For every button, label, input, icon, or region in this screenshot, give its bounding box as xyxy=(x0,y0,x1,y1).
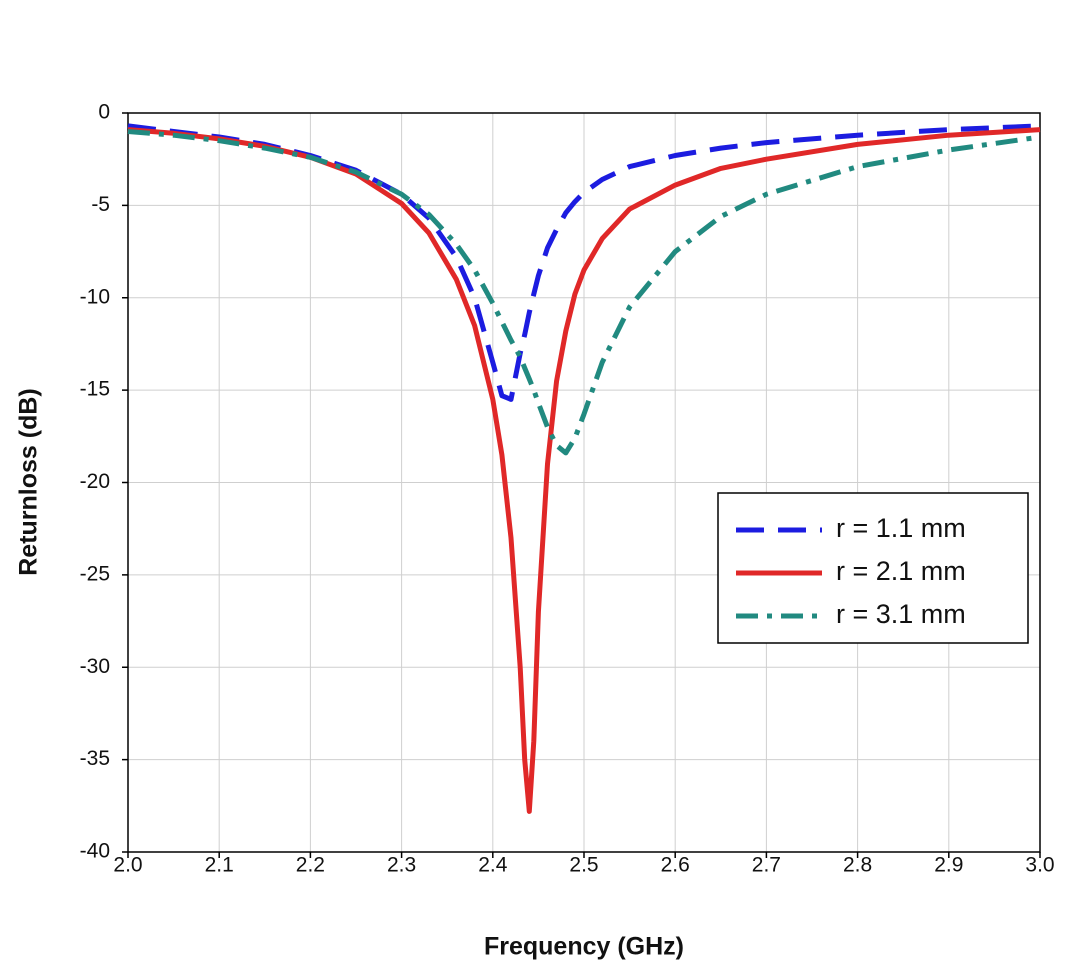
y-tick-label: -5 xyxy=(91,193,110,216)
x-tick-label: 2.8 xyxy=(843,854,872,877)
legend-label: r = 3.1 mm xyxy=(836,599,966,629)
y-tick-label: -40 xyxy=(80,840,110,863)
x-tick-label: 3.0 xyxy=(1025,854,1054,877)
data-line xyxy=(127,129,1041,456)
y-tick-label: -15 xyxy=(80,378,110,401)
y-tick-label: -25 xyxy=(80,562,110,585)
y-tick-label: -30 xyxy=(80,655,110,678)
legend-label: r = 2.1 mm xyxy=(836,556,966,586)
legend-label: r = 1.1 mm xyxy=(836,513,966,543)
x-tick-label: 2.7 xyxy=(752,854,781,877)
y-tick-label: -35 xyxy=(80,747,110,770)
plot-frame xyxy=(127,112,1041,853)
x-tick-label: 2.9 xyxy=(934,854,963,877)
x-tick-label: 2.5 xyxy=(569,854,598,877)
x-tick-label: 2.4 xyxy=(478,854,508,877)
y-tick-label: -10 xyxy=(80,285,110,308)
x-tick-label: 2.6 xyxy=(661,854,690,877)
x-tick-label: 2.1 xyxy=(205,854,234,877)
y-tick-label: -20 xyxy=(80,470,110,493)
x-axis-label: Frequency (GHz) xyxy=(484,933,684,961)
x-tick-label: 2.2 xyxy=(296,854,325,877)
y-tick-label: 0 xyxy=(98,101,110,124)
x-tick-label: 2.0 xyxy=(113,854,142,877)
x-tick-label: 2.3 xyxy=(387,854,416,877)
y-axis-label: Returnloss (dB) xyxy=(15,388,43,576)
